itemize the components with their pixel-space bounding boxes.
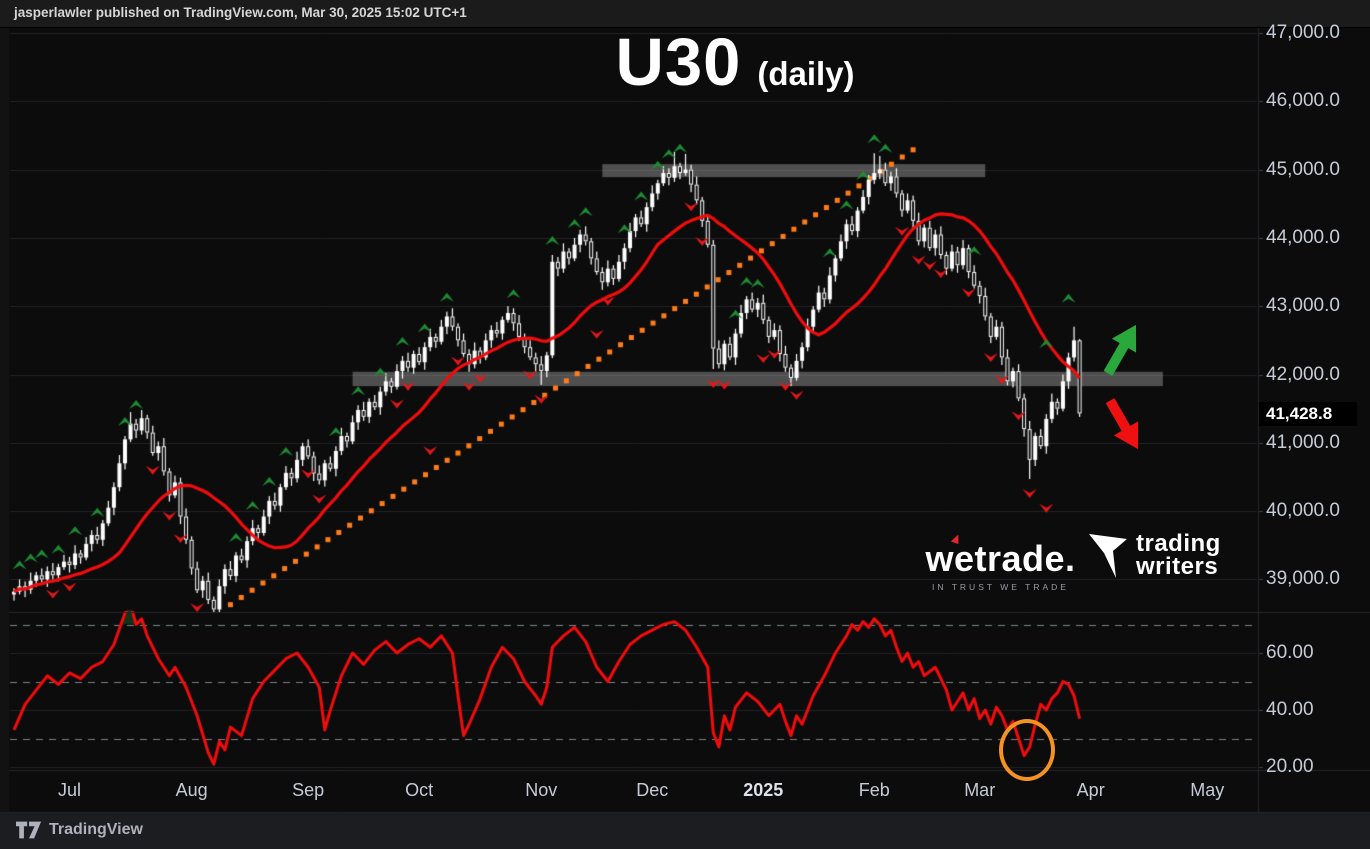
time-axis-label: Oct [405,780,434,800]
wetrade-tagline: IN TRUST WE TRADE [932,582,1069,592]
price-axis-tick: 39,000.0 [1266,568,1340,590]
price-axis-tick: 41,000.0 [1266,431,1340,453]
tradingview-logo[interactable]: TradingView [16,821,143,839]
time-axis-label: Dec [636,780,669,800]
price-axis-tick: 43,000.0 [1266,295,1340,317]
time-axis-label: Mar [964,780,996,800]
time-axis-label: Nov [525,780,558,800]
price-axis-tick: 46,000.0 [1266,90,1340,112]
time-axis-label: Sep [292,780,325,800]
tradingview-logo-icon [16,821,42,839]
trading-writers-watermark: trading writers [1088,532,1221,580]
tradingview-logo-text: TradingView [49,821,143,838]
price-axis-tick: 45,000.0 [1266,158,1340,180]
wetrade-watermark: wetrade. IN TRUST WE TRADE [913,532,1088,592]
trading-writers-text: trading writers [1136,530,1221,580]
wetrade-logo-text: wetrade. [913,532,1088,580]
time-axis-label: Aug [175,780,208,800]
price-axis-tick: 44,000.0 [1266,226,1340,248]
price-axis-tick: 42,000.0 [1266,363,1340,385]
annotation-arrows[interactable] [1096,322,1144,452]
left-gutter [0,27,9,812]
indicator-axis-tick: 60.00 [1266,642,1314,663]
time-axis-label: Jul [57,780,82,800]
price-axis-tick: 40,000.0 [1266,500,1340,522]
time-axis-label: Apr [1076,780,1105,800]
time-axis-label: 2025 [743,780,784,800]
publish-header: jasperlawler published on TradingView.co… [0,0,1370,28]
indicator-low-circle[interactable] [999,719,1055,781]
publish-line: jasperlawler published on TradingView.co… [14,5,467,20]
footer-bar: TradingView [0,813,1370,849]
big-green-arrow-icon [1103,324,1137,376]
indicator-axis-tick: 40.00 [1266,699,1314,720]
big-red-arrow-icon [1105,398,1139,450]
trading-writers-plume-icon [1089,534,1127,578]
time-axis-label: May [1190,780,1225,800]
time-axis-label: Feb [858,780,890,800]
price-axis-tick: 47,000.0 [1266,22,1340,43]
last-price-tag: 41,428.8 [1259,402,1357,426]
indicator-axis-tick: 20.00 [1266,756,1314,777]
